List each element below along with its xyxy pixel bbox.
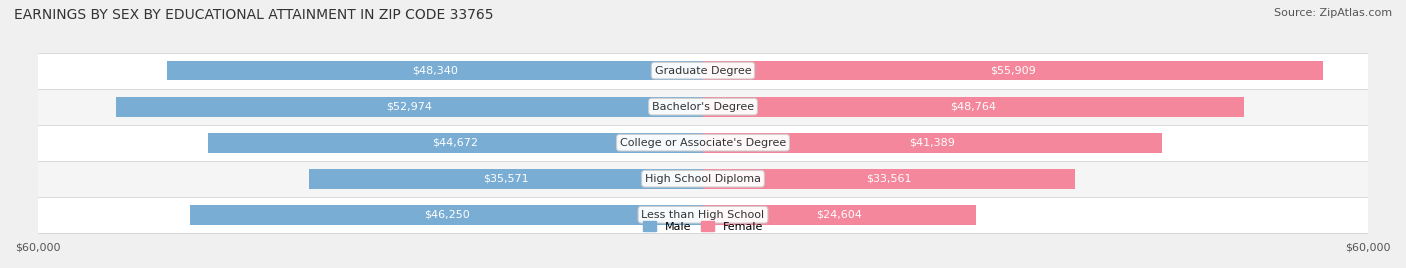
Text: $33,561: $33,561 (866, 174, 912, 184)
Legend: Male, Female: Male, Female (638, 217, 768, 236)
Text: EARNINGS BY SEX BY EDUCATIONAL ATTAINMENT IN ZIP CODE 33765: EARNINGS BY SEX BY EDUCATIONAL ATTAINMEN… (14, 8, 494, 22)
Text: $52,974: $52,974 (387, 102, 432, 111)
Bar (38, 125, 1368, 161)
Bar (38, 53, 1368, 89)
Bar (703, 133, 1161, 152)
Text: $41,389: $41,389 (910, 138, 956, 148)
Bar (208, 133, 703, 152)
Text: $44,672: $44,672 (433, 138, 478, 148)
Bar (38, 197, 1368, 233)
Bar (703, 205, 976, 225)
Bar (703, 97, 1244, 117)
Bar (38, 89, 1368, 125)
Bar (38, 161, 1368, 197)
Bar (308, 169, 703, 189)
Text: College or Associate's Degree: College or Associate's Degree (620, 138, 786, 148)
Text: Bachelor's Degree: Bachelor's Degree (652, 102, 754, 111)
Bar (167, 61, 703, 80)
Text: Source: ZipAtlas.com: Source: ZipAtlas.com (1274, 8, 1392, 18)
Text: $46,250: $46,250 (423, 210, 470, 220)
Text: High School Diploma: High School Diploma (645, 174, 761, 184)
Text: $55,909: $55,909 (990, 66, 1036, 76)
Text: $35,571: $35,571 (484, 174, 529, 184)
Bar (115, 97, 703, 117)
Text: $24,604: $24,604 (817, 210, 862, 220)
Text: Graduate Degree: Graduate Degree (655, 66, 751, 76)
Text: $48,340: $48,340 (412, 66, 458, 76)
Bar (190, 205, 703, 225)
Bar (703, 169, 1076, 189)
Text: $48,764: $48,764 (950, 102, 997, 111)
Text: Less than High School: Less than High School (641, 210, 765, 220)
Bar (703, 61, 1323, 80)
